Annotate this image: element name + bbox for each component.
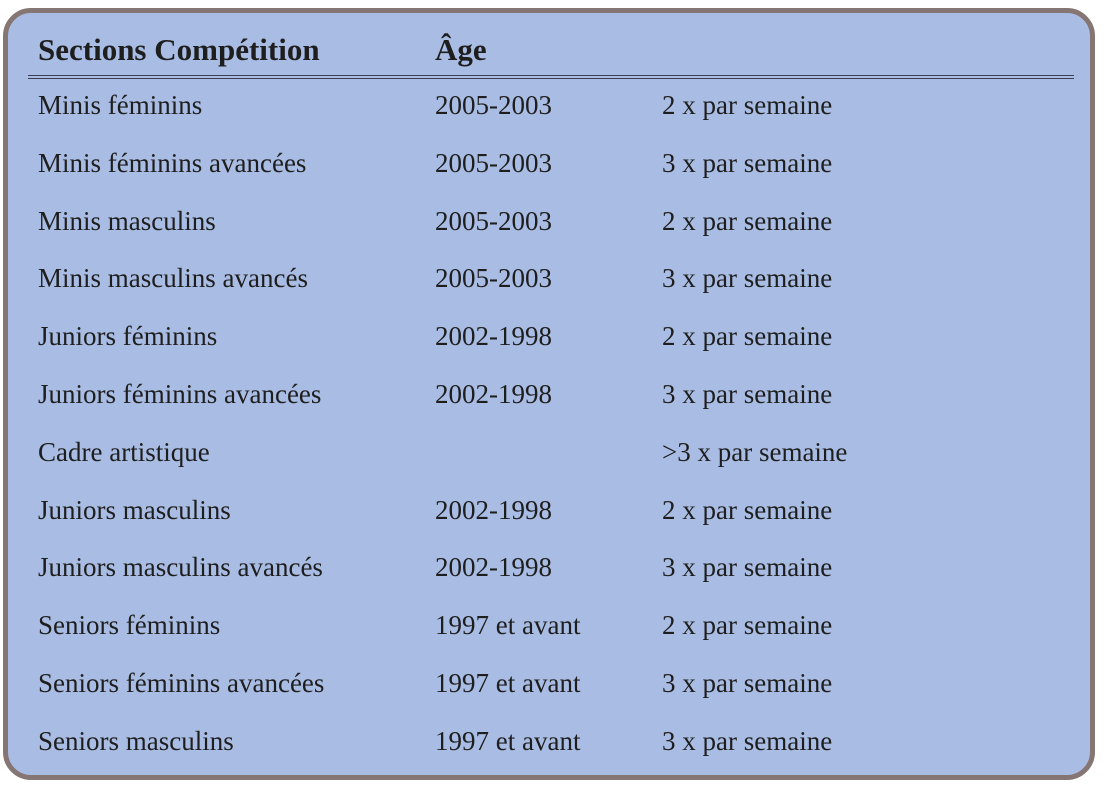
age-cell: 2005-2003 — [435, 263, 552, 294]
section-cell: Minis masculins avancés — [38, 263, 308, 294]
frequency-cell: 3 x par semaine — [662, 725, 833, 756]
column-header: Sections Compétition — [38, 32, 320, 67]
frequency-cell: 2 x par semaine — [662, 205, 833, 236]
section-cell: Juniors masculins avancés — [38, 552, 323, 583]
age-cell: 2005-2003 — [435, 147, 552, 178]
section-cell: Juniors masculins — [38, 494, 231, 525]
age-cell: 1997 et avant — [435, 725, 581, 756]
section-cell: Cadre artistique — [38, 436, 210, 467]
frequency-cell: 2 x par semaine — [662, 610, 833, 641]
section-cell: Seniors féminins — [38, 610, 221, 641]
section-cell: Minis féminins — [38, 90, 203, 120]
section-cell: Juniors féminins avancées — [38, 379, 322, 409]
section-cell: Minis féminins avancées — [38, 147, 307, 178]
frequency-cell: >3 x par semaine — [662, 436, 848, 467]
age-cell: 2005-2003 — [435, 90, 552, 120]
age-cell: 2002-1998 — [435, 379, 552, 409]
age-cell: 1997 et avant — [435, 610, 581, 641]
frequency-cell: 3 x par semaine — [662, 379, 833, 409]
frequency-cell: 3 x par semaine — [662, 668, 833, 698]
age-cell: 2002-1998 — [435, 321, 552, 352]
header-rule — [28, 75, 1074, 76]
frequency-cell: 3 x par semaine — [662, 147, 833, 178]
frequency-cell: 2 x par semaine — [662, 90, 833, 120]
frequency-cell: 3 x par semaine — [662, 552, 833, 583]
section-cell: Minis masculins — [38, 205, 216, 236]
frequency-cell: 3 x par semaine — [662, 263, 833, 294]
age-cell: 2002-1998 — [435, 494, 552, 525]
age-cell: 2002-1998 — [435, 552, 552, 583]
frequency-cell: 2 x par semaine — [662, 494, 833, 525]
section-cell: Seniors masculins — [38, 725, 234, 756]
section-cell: Seniors féminins avancées — [38, 668, 325, 698]
column-header: Âge — [435, 32, 487, 67]
table-panel: Sections Compétition Âge Minis féminins 200… — [3, 8, 1095, 780]
age-cell: 1997 et avant — [435, 668, 581, 698]
section-cell: Juniors féminins — [38, 321, 218, 352]
header-rule — [28, 78, 1074, 79]
age-cell: 2005-2003 — [435, 205, 552, 236]
frequency-cell: 2 x par semaine — [662, 321, 833, 352]
